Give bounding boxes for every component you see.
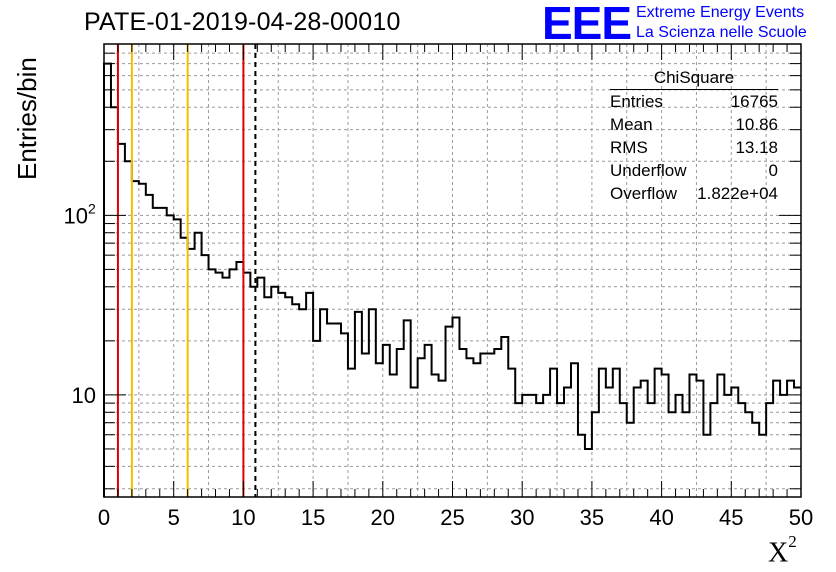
- stats-label: Mean: [610, 115, 653, 134]
- y-tick-label: 10: [64, 203, 88, 228]
- x-axis-label-superscript: 2: [788, 532, 797, 551]
- y-tick-label: 10: [72, 383, 96, 408]
- x-tick-label: 40: [649, 505, 673, 530]
- logo-caption: Extreme Energy Events La Scienza nelle S…: [636, 3, 807, 43]
- logo-caption-line1: Extreme Energy Events: [636, 4, 805, 21]
- histogram-line: [103, 62, 801, 497]
- stats-label: Underflow: [610, 161, 687, 180]
- stats-box: ChiSquare Entries 16765 Mean 10.86 RMS 1…: [610, 68, 778, 205]
- stats-row-rms: RMS 13.18: [610, 136, 778, 159]
- stats-label: Entries: [610, 92, 663, 111]
- x-tick-label: 25: [440, 505, 464, 530]
- x-tick-label: 10: [231, 505, 255, 530]
- stats-row-overflow: Overflow 1.822e+04: [610, 182, 778, 205]
- stats-value: 1.822e+04: [697, 184, 778, 203]
- stats-label: Overflow: [610, 184, 678, 203]
- stats-value: 13.18: [735, 138, 778, 157]
- x-axis-label: X2: [768, 532, 797, 569]
- stats-label: RMS: [610, 138, 648, 157]
- stats-row-entries: Entries 16765: [610, 90, 778, 113]
- x-axis-label-text: X: [768, 537, 789, 569]
- x-tick-label: 35: [580, 505, 604, 530]
- x-tick-label: 20: [371, 505, 395, 530]
- stats-value: 0: [768, 161, 778, 180]
- stats-title: ChiSquare: [610, 68, 778, 90]
- eee-logo: EEE: [542, 0, 632, 49]
- stats-row-mean: Mean 10.86: [610, 113, 778, 136]
- stats-row-underflow: Underflow 0: [610, 159, 778, 182]
- x-tick-label: 50: [789, 505, 813, 530]
- y-axis-label: Entries/bin: [12, 57, 42, 180]
- plot-title: PATE-01-2019-04-28-00010: [84, 8, 401, 36]
- x-tick-label: 5: [168, 505, 180, 530]
- y-tick-label-superscript: 2: [88, 200, 96, 216]
- logo-caption-line2: La Scienza nelle Scuole: [636, 24, 807, 41]
- stats-value: 16765: [730, 92, 778, 111]
- stats-value: 10.86: [735, 115, 778, 134]
- x-tick-label: 0: [98, 505, 110, 530]
- x-tick-label: 45: [719, 505, 743, 530]
- x-tick-label: 30: [510, 505, 534, 530]
- x-tick-label: 15: [301, 505, 325, 530]
